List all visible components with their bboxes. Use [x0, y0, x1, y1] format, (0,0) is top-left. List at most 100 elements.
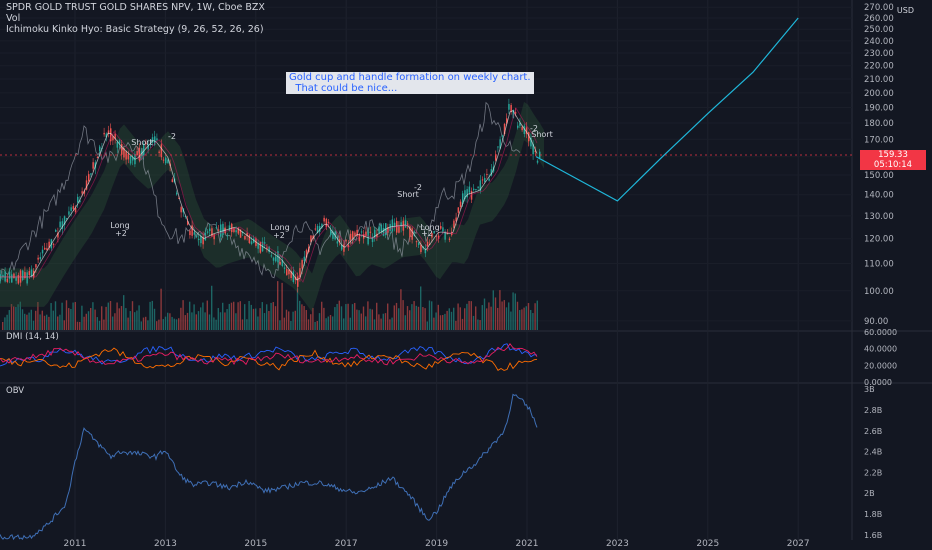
volume-bar: [103, 319, 105, 330]
volume-bar: [35, 310, 37, 330]
volume-bar: [325, 318, 327, 330]
candle-body: [475, 189, 477, 191]
volume-bar: [114, 313, 116, 330]
volume-bar: [277, 281, 279, 330]
volume-bar: [532, 313, 534, 330]
volume-bar: [349, 317, 351, 330]
volume-bar: [145, 316, 147, 330]
signal-label: -2: [414, 183, 422, 192]
volume-bar: [160, 288, 162, 330]
obv-y-tick: 2.8B: [864, 406, 882, 415]
volume-bar: [380, 318, 382, 330]
y-tick-label: 90.00: [864, 317, 888, 327]
x-tick-label: 2025: [696, 539, 719, 549]
annotation-text[interactable]: Gold cup and handle formation on weekly …: [286, 72, 534, 94]
volume-bar: [217, 308, 219, 330]
candle-body: [129, 155, 132, 164]
volume-bar: [237, 302, 239, 330]
volume-bar: [466, 303, 468, 330]
candle-body: [26, 272, 28, 284]
volume-bar: [52, 310, 54, 330]
candle-body: [336, 241, 339, 244]
volume-bar: [169, 313, 171, 330]
candle-body: [437, 235, 440, 240]
dmi-label: DMI (14, 14): [6, 332, 59, 342]
projection-line: [535, 17, 799, 202]
volume-bar: [475, 306, 477, 330]
candle-body: [314, 228, 317, 230]
volume-bar: [98, 320, 101, 330]
volume-bar: [351, 304, 354, 330]
candle-body: [127, 154, 130, 160]
volume-bar: [13, 306, 15, 330]
signal-label: Short: [531, 130, 552, 139]
candle-body: [448, 238, 451, 240]
volume-bar: [479, 320, 481, 330]
candle-body: [440, 226, 442, 229]
candle-body: [244, 235, 246, 240]
y-tick-label: 220.00: [864, 62, 894, 72]
volume-bar: [63, 320, 65, 330]
candle-body: [81, 191, 83, 194]
volume-bar: [437, 304, 439, 330]
volume-bar: [74, 302, 76, 330]
volume-bar: [450, 311, 453, 330]
candle-body: [503, 123, 506, 135]
volume-bar: [292, 311, 294, 330]
candle-body: [457, 207, 460, 213]
volume-bar: [191, 312, 193, 330]
volume-bar: [371, 309, 373, 330]
candle-body: [486, 174, 488, 176]
candle-body: [138, 147, 141, 161]
candle-body: [125, 151, 127, 160]
candle-body: [171, 179, 174, 183]
candle-body: [532, 143, 534, 155]
volume-bar: [175, 319, 178, 330]
volume-bar: [527, 303, 530, 330]
x-tick-label: 2019: [425, 539, 448, 549]
y-tick-label: 260.00: [864, 14, 894, 24]
volume-bar: [439, 315, 442, 330]
candle-body: [297, 276, 299, 287]
signal-label: +2: [115, 229, 127, 238]
signal-label: +2: [421, 229, 433, 238]
volume-bar: [367, 301, 369, 330]
volume-bar: [76, 321, 79, 330]
volume-bar: [468, 301, 470, 330]
candle-body: [57, 232, 59, 238]
candle-body: [15, 277, 17, 281]
volume-bar: [442, 315, 444, 330]
volume-bar: [411, 304, 413, 330]
candle-body: [323, 217, 325, 222]
volume-bar: [481, 305, 483, 330]
volume-bar: [156, 321, 158, 330]
volume-bar: [312, 307, 314, 330]
candle-body: [525, 127, 528, 135]
volume-bar: [178, 318, 180, 330]
volume-bar: [336, 303, 338, 330]
candle-body: [48, 241, 50, 248]
x-tick-label: 2015: [244, 539, 267, 549]
candle-body: [312, 235, 314, 239]
candle-body: [539, 151, 541, 158]
candle-body: [490, 169, 493, 176]
last-price: 159.33: [878, 150, 908, 160]
candle-body: [338, 239, 341, 243]
candle-body: [411, 228, 413, 240]
volume-bar: [50, 303, 52, 330]
volume-bar: [193, 304, 195, 330]
volume-bar: [147, 320, 149, 330]
candle-body: [310, 235, 312, 242]
candle-body: [235, 230, 237, 233]
volume-bar: [6, 314, 8, 330]
ichimoku-cloud: [0, 101, 544, 312]
candle-body: [514, 111, 517, 114]
candle-body: [347, 244, 350, 247]
candle-body: [378, 226, 380, 234]
volume-bar: [219, 312, 222, 330]
signal-label: +2: [273, 231, 285, 240]
volume-bar: [314, 321, 316, 330]
volume-bar: [182, 300, 184, 330]
volume-bar: [444, 313, 446, 330]
